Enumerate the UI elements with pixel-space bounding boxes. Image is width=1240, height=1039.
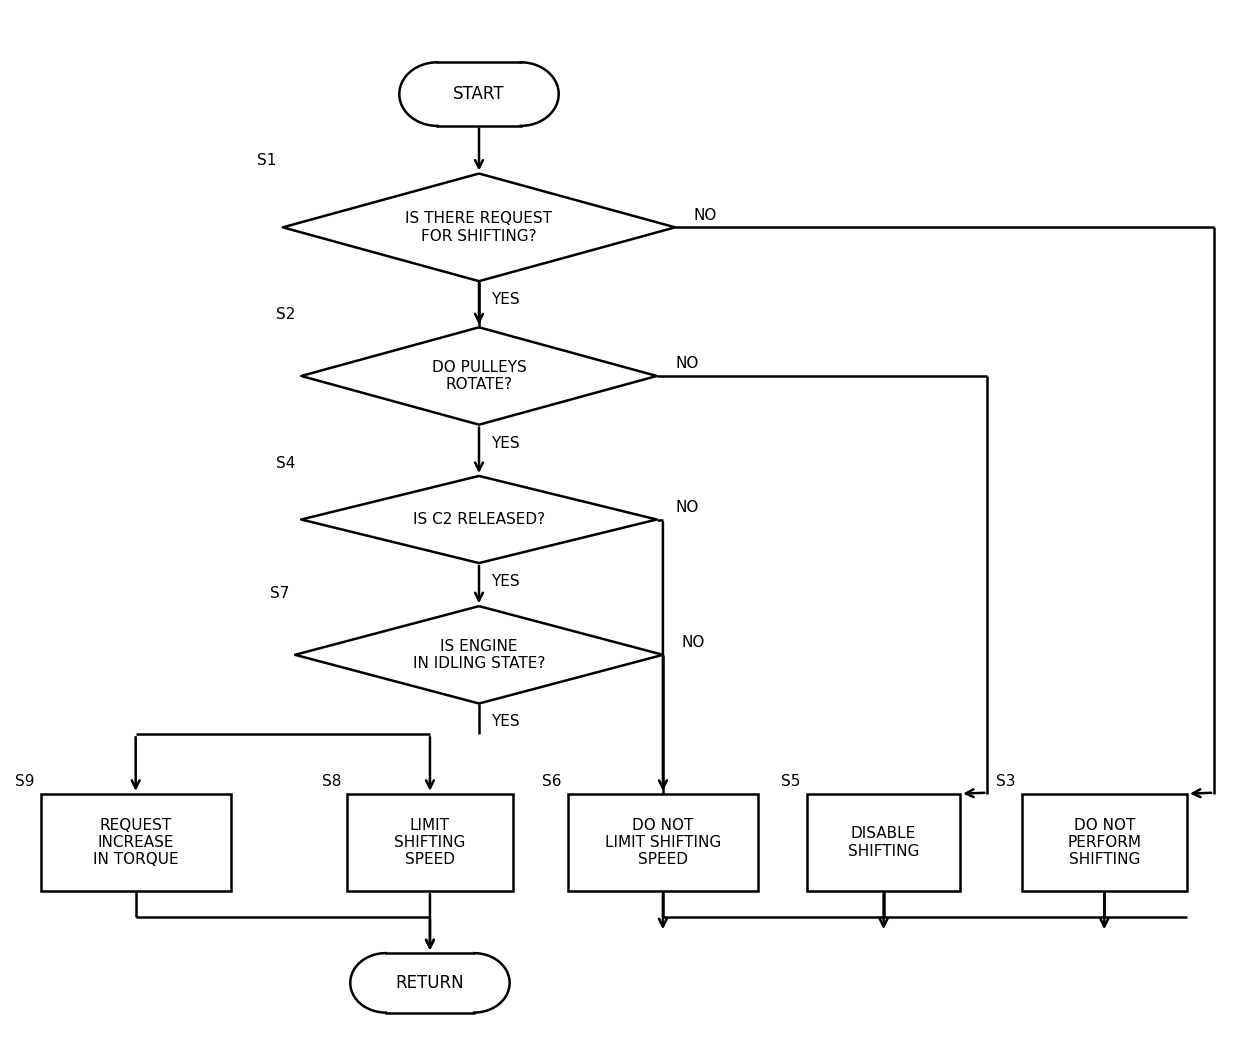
Text: IS THERE REQUEST
FOR SHIFTING?: IS THERE REQUEST FOR SHIFTING? <box>405 211 553 243</box>
Text: DO NOT
LIMIT SHIFTING
SPEED: DO NOT LIMIT SHIFTING SPEED <box>605 818 720 868</box>
Text: DO PULLEYS
ROTATE?: DO PULLEYS ROTATE? <box>432 359 526 392</box>
Text: S7: S7 <box>269 586 289 601</box>
Text: S6: S6 <box>542 774 562 789</box>
Text: DISABLE
SHIFTING: DISABLE SHIFTING <box>848 826 919 858</box>
Text: YES: YES <box>491 574 520 589</box>
Bar <box>807 794 960 891</box>
Text: REQUEST
INCREASE
IN TORQUE: REQUEST INCREASE IN TORQUE <box>93 818 179 868</box>
Text: NO: NO <box>693 208 717 222</box>
Text: S1: S1 <box>258 154 277 168</box>
Text: S2: S2 <box>275 308 295 322</box>
Text: RETURN: RETURN <box>396 974 464 992</box>
Text: S3: S3 <box>996 774 1016 789</box>
Text: DO NOT
PERFORM
SHIFTING: DO NOT PERFORM SHIFTING <box>1068 818 1141 868</box>
Text: NO: NO <box>681 635 704 650</box>
Bar <box>1022 794 1187 891</box>
Bar <box>347 794 512 891</box>
Text: S5: S5 <box>781 774 801 789</box>
Text: S8: S8 <box>321 774 341 789</box>
Text: IS C2 RELEASED?: IS C2 RELEASED? <box>413 512 546 527</box>
Text: LIMIT
SHIFTING
SPEED: LIMIT SHIFTING SPEED <box>394 818 466 868</box>
Text: START: START <box>454 85 505 103</box>
Bar <box>41 794 231 891</box>
Text: NO: NO <box>675 500 698 514</box>
Text: S4: S4 <box>275 456 295 471</box>
Text: S9: S9 <box>15 774 35 789</box>
Text: NO: NO <box>675 356 698 371</box>
Text: YES: YES <box>491 292 520 308</box>
Text: YES: YES <box>491 435 520 451</box>
Text: YES: YES <box>491 715 520 729</box>
Text: IS ENGINE
IN IDLING STATE?: IS ENGINE IN IDLING STATE? <box>413 639 546 671</box>
Bar <box>568 794 758 891</box>
